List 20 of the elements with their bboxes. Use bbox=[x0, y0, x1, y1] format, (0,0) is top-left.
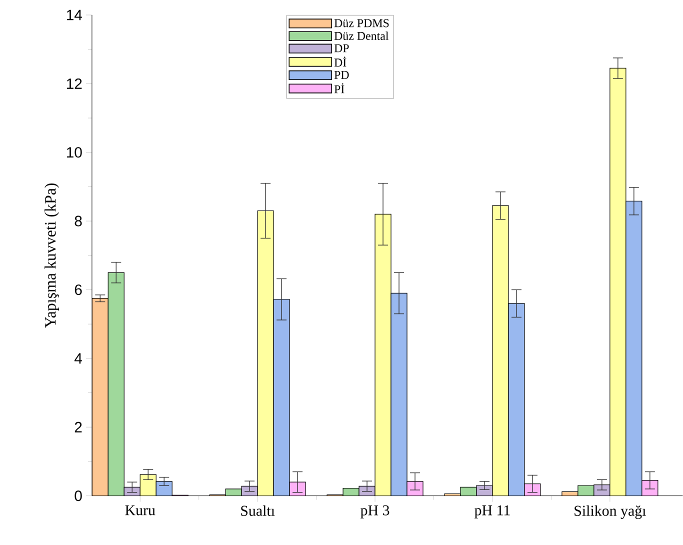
x-tick-label: Kuru bbox=[125, 505, 156, 516]
legend-label: Pİ bbox=[334, 83, 344, 94]
y-tick-label: 0 bbox=[74, 490, 82, 502]
y-tick-label: 10 bbox=[66, 147, 82, 158]
legend-label: Düz PDMS bbox=[334, 19, 389, 28]
y-tick-label: 2 bbox=[74, 422, 82, 432]
y-axis-title: Yapışma kuvveti (kPa) bbox=[44, 184, 59, 328]
y-tick-label: 6 bbox=[74, 284, 82, 296]
legend-label: Düz Dental bbox=[334, 32, 389, 40]
y-tick-label: 14 bbox=[66, 10, 82, 20]
legend-label: PD bbox=[334, 71, 349, 79]
x-tick-label: pH 3 bbox=[360, 505, 390, 518]
x-tick-label: pH 11 bbox=[474, 505, 510, 518]
y-tick-label: 4 bbox=[74, 353, 82, 364]
legend-label: DP bbox=[334, 44, 349, 52]
y-tick-label: 12 bbox=[66, 78, 82, 89]
legend-label: Dİ bbox=[334, 56, 346, 67]
x-tick-label: Sualtı bbox=[241, 505, 275, 516]
y-tick-label: 8 bbox=[74, 216, 82, 226]
x-tick-label: Silikon yağı bbox=[574, 505, 646, 520]
